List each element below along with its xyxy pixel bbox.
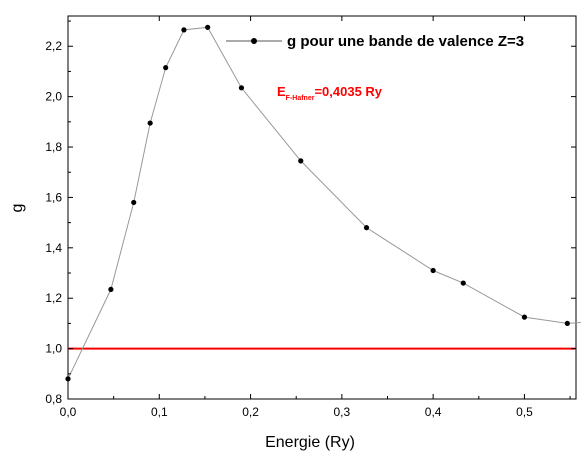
- data-point: [147, 120, 153, 126]
- data-point: [460, 280, 466, 286]
- data-point: [298, 158, 304, 164]
- data-point: [363, 225, 370, 231]
- y-tick-label: 2,0: [45, 90, 62, 104]
- legend-marker: [251, 38, 257, 44]
- legend-label: g pour une bande de valence Z=3: [287, 33, 524, 50]
- series-line: [67, 26, 581, 380]
- annotation-main: E: [277, 84, 286, 99]
- data-point: [238, 85, 245, 91]
- x-tick-label: 0,3: [334, 405, 351, 419]
- data-point: [163, 65, 169, 71]
- x-tick-label: 0,4: [425, 405, 442, 419]
- y-tick-label: 1,2: [45, 291, 62, 305]
- plot-border: [67, 15, 577, 400]
- legend: g pour une bande de valence Z=3: [226, 33, 524, 50]
- data-point: [521, 314, 528, 320]
- data-point: [430, 267, 436, 274]
- x-axis-title: Energie (Ry): [265, 434, 355, 451]
- data-point: [65, 376, 71, 382]
- annotation-subscript: F-Hafner: [286, 95, 315, 102]
- data-point: [181, 27, 187, 33]
- y-tick-label: 1,0: [45, 342, 62, 356]
- x-tick-label: 0,2: [242, 405, 259, 419]
- y-axis-title: g: [9, 204, 26, 213]
- ticks-layer: 0,00,10,20,30,40,50,60,70,81,01,21,41,61…: [45, 16, 576, 419]
- x-tick-label: 0,1: [151, 405, 168, 419]
- y-tick-label: 1,8: [45, 140, 62, 154]
- x-tick-label: 0,5: [516, 405, 533, 419]
- data-point: [564, 320, 570, 327]
- x-tick-label: 0,0: [60, 405, 77, 419]
- series-layer: [65, 24, 581, 382]
- data-point: [131, 199, 137, 206]
- fermi-energy-annotation: EF-Hafner=0,4035 Ry: [277, 84, 383, 102]
- annotation-value: =0,4035 Ry: [314, 84, 382, 99]
- y-tick-label: 0,8: [45, 392, 62, 406]
- data-point: [108, 286, 114, 292]
- y-tick-label: 2,2: [45, 39, 62, 53]
- y-tick-label: 1,6: [45, 190, 62, 204]
- y-tick-label: 1,4: [45, 241, 62, 255]
- plot-frame: [67, 15, 577, 400]
- data-point: [205, 24, 211, 30]
